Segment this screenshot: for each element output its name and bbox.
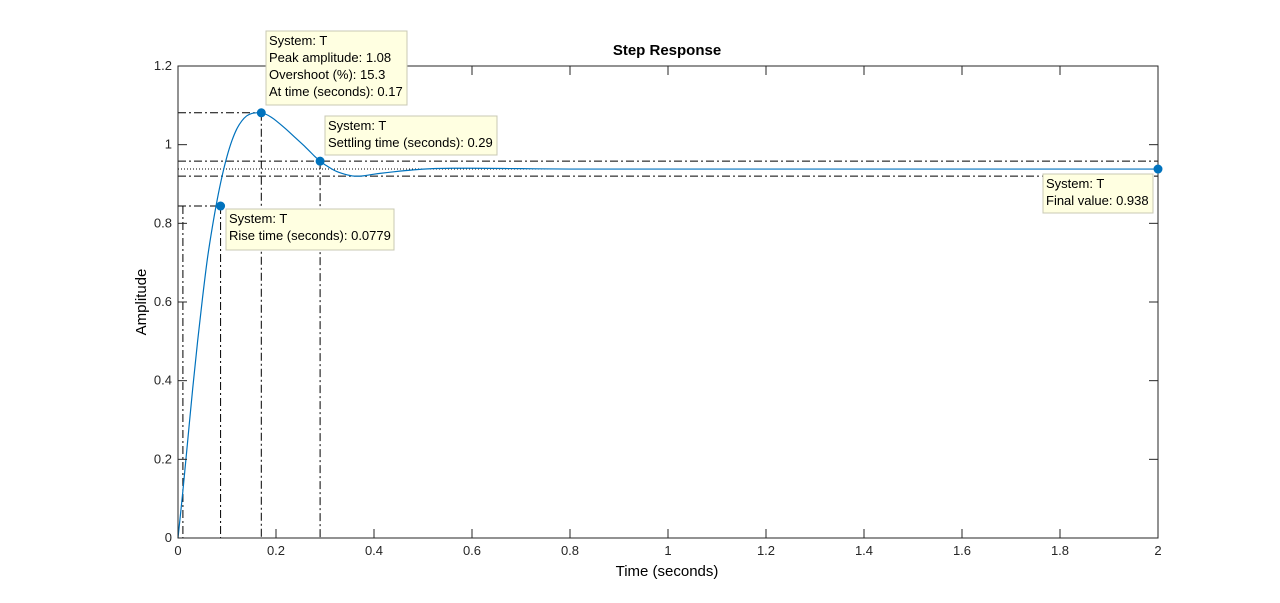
x-tick-label: 0.8 xyxy=(561,543,579,558)
series-group xyxy=(177,112,1158,539)
step-response-line[interactable] xyxy=(177,112,1158,539)
peak-data-tip-box xyxy=(265,30,408,106)
y-tick-label: 0.8 xyxy=(154,215,172,230)
y-tick-label: 0.2 xyxy=(154,451,172,466)
peak-data-tip[interactable]: System: T Peak amplitude: 1.08 Overshoot (… xyxy=(265,30,408,106)
x-tick-label: 1.8 xyxy=(1051,543,1069,558)
final-data-tip-line: System: T xyxy=(1046,176,1104,191)
data-tips: System: T Peak amplitude: 1.08 Overshoot (… xyxy=(225,30,1154,251)
peak-data-tip-line: At time (seconds): 0.17 xyxy=(269,84,403,99)
final-data-tip[interactable]: System: T Final value: 0.938 xyxy=(1042,173,1154,214)
rise-marker[interactable] xyxy=(216,201,226,211)
settling-data-tip[interactable]: System: T Settling time (seconds): 0.29 xyxy=(324,115,498,156)
plot-area[interactable]: 0 0.2 0.4 0.6 0.8 1 1.2 1.4 1.6 1.8 2 0 0.2 0.4 0.6 0.… xyxy=(154,30,1163,558)
settling-marker[interactable] xyxy=(315,156,325,166)
rise-data-tip-line: System: T xyxy=(229,211,287,226)
x-tick-label: 0.4 xyxy=(365,543,383,558)
settling-data-tip-box xyxy=(324,115,498,156)
y-tick-label: 0.4 xyxy=(154,373,172,388)
x-tick-label: 0.2 xyxy=(267,543,285,558)
rise-data-tip-box xyxy=(225,208,395,251)
x-tick-label: 1.2 xyxy=(757,543,775,558)
settling-data-tip-line: Settling time (seconds): 0.29 xyxy=(328,135,493,150)
y-axis-label: Amplitude xyxy=(133,269,150,336)
peak-data-tip-line: Peak amplitude: 1.08 xyxy=(269,50,391,65)
x-tick-label: 0 xyxy=(174,543,181,558)
x-axis-label: Time (seconds) xyxy=(616,563,719,580)
y-tick-label: 0.6 xyxy=(154,294,172,309)
y-tick-label: 1 xyxy=(165,137,172,152)
x-tick-label: 2 xyxy=(1154,543,1161,558)
chart-title: Step Response xyxy=(613,42,721,59)
final-marker[interactable] xyxy=(1153,164,1163,174)
y-ticks: 0 0.2 0.4 0.6 0.8 1 1.2 xyxy=(154,58,1158,545)
peak-data-tip-line: Overshoot (%): 15.3 xyxy=(269,67,385,82)
final-data-tip-box xyxy=(1042,173,1154,214)
peak-data-tip-line: System: T xyxy=(269,33,327,48)
y-tick-label: 1.2 xyxy=(154,58,172,73)
x-tick-label: 1.4 xyxy=(855,543,873,558)
x-tick-label: 1 xyxy=(664,543,671,558)
rise-data-tip-line: Rise time (seconds): 0.0779 xyxy=(229,228,391,243)
settling-data-tip-line: System: T xyxy=(328,118,386,133)
y-tick-label: 0 xyxy=(165,530,172,545)
final-data-tip-line: Final value: 0.938 xyxy=(1046,193,1149,208)
x-tick-label: 0.6 xyxy=(463,543,481,558)
rise-data-tip[interactable]: System: T Rise time (seconds): 0.0779 xyxy=(225,208,395,251)
peak-marker[interactable] xyxy=(256,108,266,118)
x-tick-label: 1.6 xyxy=(953,543,971,558)
characteristic-markers xyxy=(216,108,1163,211)
